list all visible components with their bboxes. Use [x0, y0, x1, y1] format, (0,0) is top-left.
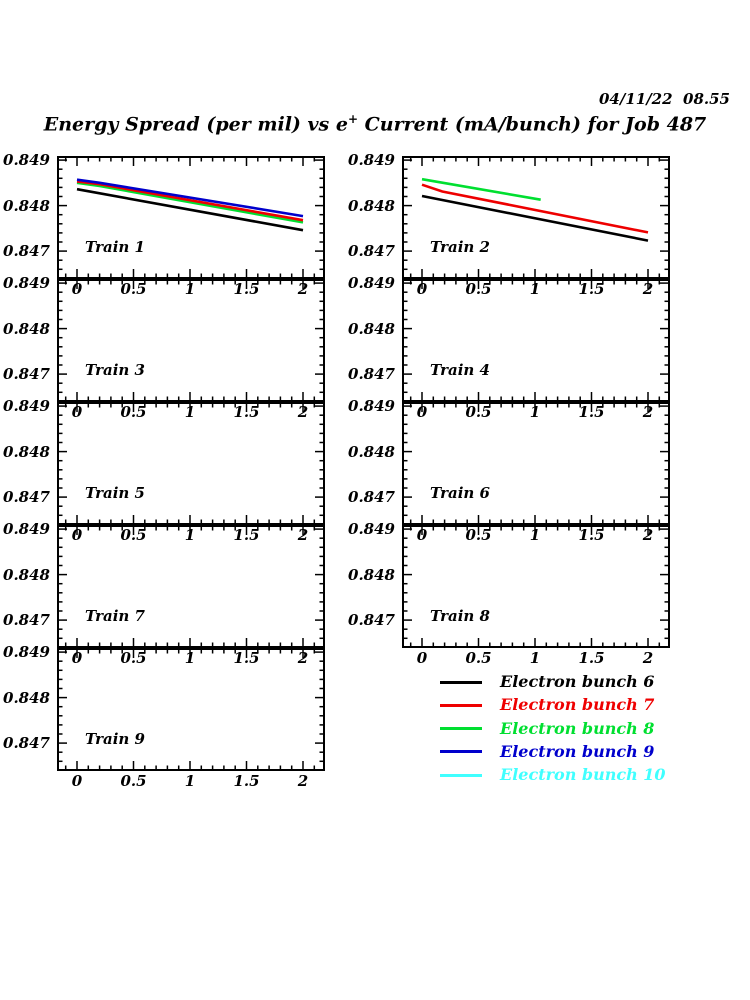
- y-tick-label: 0.849: [348, 274, 395, 293]
- x-tick-label: 0: [71, 772, 83, 790]
- series-electron-bunch-6: [76, 187, 304, 232]
- y-tick-label: 0.849: [348, 151, 395, 170]
- y-tick-label: 0.847: [348, 611, 395, 630]
- y-tick-label: 0.849: [3, 397, 50, 416]
- train-label-5: Train 5: [85, 484, 145, 502]
- date-time-gap: [673, 90, 683, 108]
- train-label-8: Train 8: [430, 607, 490, 625]
- page-title: Energy Spread (per mil) vs e+ Current (m…: [0, 112, 750, 135]
- train-label-3: Train 3: [85, 361, 145, 379]
- legend-label: Electron bunch 7: [500, 695, 655, 715]
- x-tick-label: 2: [642, 649, 654, 667]
- legend-line-cyan: [440, 773, 482, 777]
- x-tick-label: 1: [529, 649, 541, 667]
- y-tick-label: 0.848: [3, 319, 50, 338]
- legend-line-blue: [440, 750, 482, 754]
- y-tick-label: 0.849: [3, 151, 50, 170]
- legend-label: Electron bunch 8: [500, 718, 655, 738]
- y-tick-label: 0.848: [348, 319, 395, 338]
- y-tick-label: 0.847: [3, 242, 50, 261]
- train-label-6: Train 6: [430, 484, 490, 502]
- y-tick-label: 0.848: [3, 565, 50, 584]
- legend-line-black: [440, 680, 482, 684]
- train-label-2: Train 2: [430, 238, 490, 256]
- y-tick-label: 0.849: [3, 520, 50, 539]
- timestamp: 04/11/22 08.55: [599, 90, 730, 108]
- panel-canvas-5: [57, 402, 325, 525]
- y-tick-label: 0.847: [3, 365, 50, 384]
- x-tick-label: 2: [297, 772, 309, 790]
- panel-canvas-1: [57, 156, 325, 279]
- panel-canvas-7: [57, 525, 325, 648]
- train-label-9: Train 9: [85, 730, 145, 748]
- legend-label: Electron bunch 9: [500, 741, 655, 761]
- x-tick-label: 1.5: [578, 649, 605, 667]
- series-electron-bunch-7: [76, 180, 304, 222]
- x-tick-label: 0.5: [465, 649, 492, 667]
- time-text: 08.55: [683, 90, 730, 108]
- y-tick-label: 0.848: [3, 442, 50, 461]
- panel-canvas-8: [402, 525, 670, 648]
- legend-label: Electron bunch 10: [500, 765, 666, 784]
- train-label-1: Train 1: [85, 238, 145, 256]
- train-panel-9: 0.849 0.848 0.847 0 0.5 1 1.5 2 Train 9: [3, 644, 325, 789]
- y-tick-label: 0.848: [348, 442, 395, 461]
- date-text: 04/11/22: [598, 90, 673, 108]
- x-tick-label: 1.5: [233, 772, 260, 790]
- y-tick-label: 0.848: [348, 196, 395, 215]
- series-electron-bunch-8: [76, 181, 304, 224]
- legend-line-green: [440, 727, 482, 730]
- y-tick-label: 0.848: [348, 565, 395, 584]
- y-tick-label: 0.849: [348, 397, 395, 416]
- x-tick-label: 0.5: [120, 772, 147, 790]
- train-label-7: Train 7: [85, 607, 145, 625]
- y-tick-label: 0.847: [348, 488, 395, 507]
- y-tick-label: 0.849: [3, 643, 50, 662]
- panel-canvas-6: [402, 402, 670, 525]
- series-electron-bunch-6: [421, 194, 649, 242]
- panel-canvas-4: [402, 279, 670, 402]
- y-tick-label: 0.847: [3, 734, 50, 753]
- y-tick-label: 0.847: [3, 611, 50, 630]
- title-prefix: Energy Spread (per mil) vs e: [43, 113, 348, 136]
- y-tick-label: 0.849: [348, 520, 395, 539]
- panel-canvas-3: [57, 279, 325, 402]
- x-tick-label: 1: [184, 772, 196, 790]
- series-electron-bunch-7: [421, 183, 649, 234]
- title-suffix: Current (mA/bunch) for Job 487: [358, 113, 707, 136]
- title-superscript-plus: +: [347, 112, 359, 126]
- y-tick-label: 0.848: [3, 196, 50, 215]
- legend-line-red: [440, 703, 482, 707]
- y-tick-label: 0.848: [3, 688, 50, 707]
- series-electron-bunch-8: [421, 177, 541, 201]
- y-tick-label: 0.849: [3, 274, 50, 293]
- legend-label: Electron bunch 6: [500, 672, 655, 691]
- panel-canvas-9: [57, 648, 325, 771]
- y-tick-label: 0.847: [348, 242, 395, 261]
- train-panel-8: 0.849 0.848 0.847 0 0.5 1 1.5 2 Train 8: [348, 521, 670, 666]
- panel-canvas-2: [402, 156, 670, 279]
- x-tick-label: 0: [416, 649, 428, 667]
- y-tick-label: 0.847: [3, 488, 50, 507]
- train-label-4: Train 4: [430, 361, 490, 379]
- series-electron-bunch-9: [76, 178, 304, 218]
- y-tick-label: 0.847: [348, 365, 395, 384]
